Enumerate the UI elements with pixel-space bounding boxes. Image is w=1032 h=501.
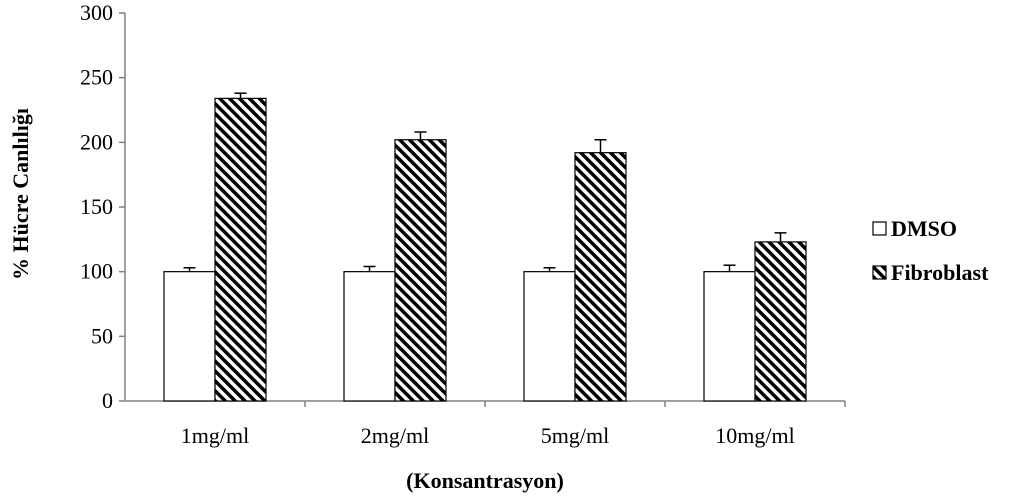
y-tick-label: 300 [80,0,113,25]
bar-fibroblast [394,139,447,402]
bars [163,92,807,402]
y-tick-label: 150 [80,194,113,219]
y-tick-label: 50 [91,323,113,348]
x-axis: 1mg/ml 2mg/ml 5mg/ml 10mg/ml [125,400,846,448]
x-tick-label: 5mg/ml [541,423,609,448]
x-tick-label: 2mg/ml [361,423,429,448]
bar-fibroblast [214,97,267,402]
legend-label-dmso: DMSO [891,216,957,241]
x-tick-label: 1mg/ml [181,423,249,448]
y-tick-label: 200 [80,129,113,154]
bar-fibroblast [754,241,807,402]
x-tick-label: 10mg/ml [715,423,794,448]
legend-swatch-dmso [872,221,887,236]
legend-label-fibroblast: Fibroblast [891,260,989,285]
bar-dmso [703,271,756,402]
y-axis-title: % Hücre Canlılığı [8,108,33,280]
y-tick-label: 250 [80,65,113,90]
bar-fibroblast [574,152,627,402]
bar-dmso [523,271,576,402]
bar-dmso [343,271,396,402]
legend-swatch-fibroblast [872,265,887,280]
x-axis-title: (Konsantrasyon) [406,468,564,493]
bar-dmso [163,271,216,402]
y-axis: 0 50 100 150 200 250 300 [80,0,126,413]
legend: DMSO Fibroblast [872,216,989,285]
y-tick-label: 0 [102,388,113,413]
y-tick-label: 100 [80,259,113,284]
